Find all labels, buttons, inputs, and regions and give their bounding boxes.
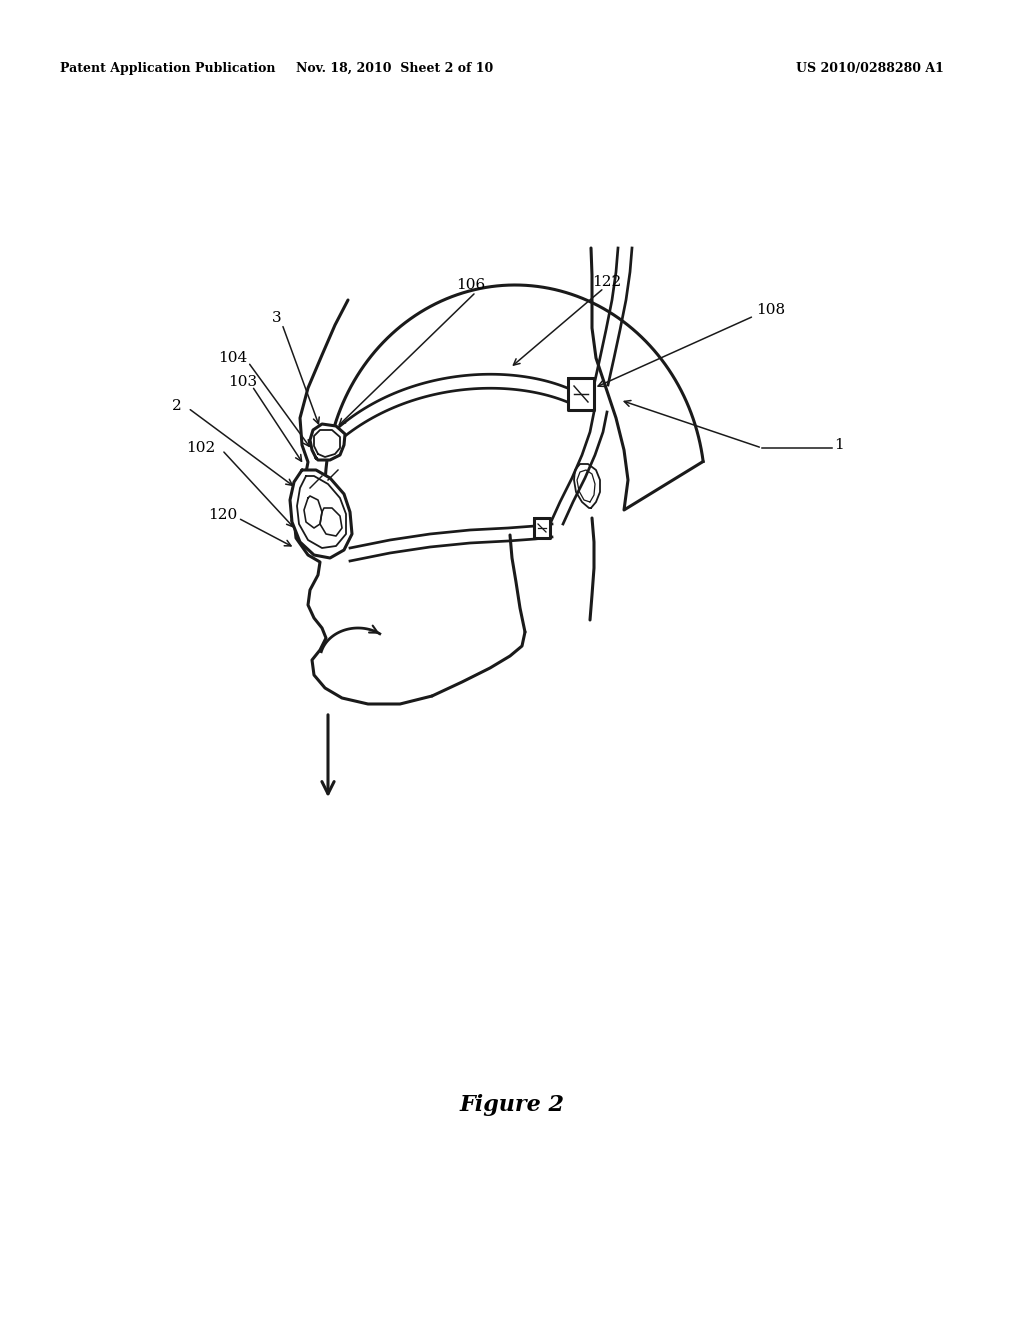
Text: 106: 106	[456, 279, 485, 292]
Text: 122: 122	[592, 275, 622, 289]
Text: 3: 3	[272, 312, 282, 325]
Text: 103: 103	[228, 375, 257, 389]
Text: Nov. 18, 2010  Sheet 2 of 10: Nov. 18, 2010 Sheet 2 of 10	[296, 62, 494, 75]
Text: Figure 2: Figure 2	[460, 1094, 564, 1115]
Text: 1: 1	[834, 438, 844, 451]
Text: US 2010/0288280 A1: US 2010/0288280 A1	[796, 62, 944, 75]
Polygon shape	[534, 517, 550, 539]
Text: 2: 2	[172, 399, 181, 413]
Text: 104: 104	[218, 351, 247, 366]
Polygon shape	[290, 470, 352, 558]
Text: Patent Application Publication: Patent Application Publication	[60, 62, 275, 75]
Text: 102: 102	[186, 441, 215, 455]
Text: 108: 108	[756, 304, 785, 317]
Polygon shape	[310, 424, 345, 459]
Polygon shape	[568, 378, 594, 411]
Text: 120: 120	[208, 508, 238, 521]
